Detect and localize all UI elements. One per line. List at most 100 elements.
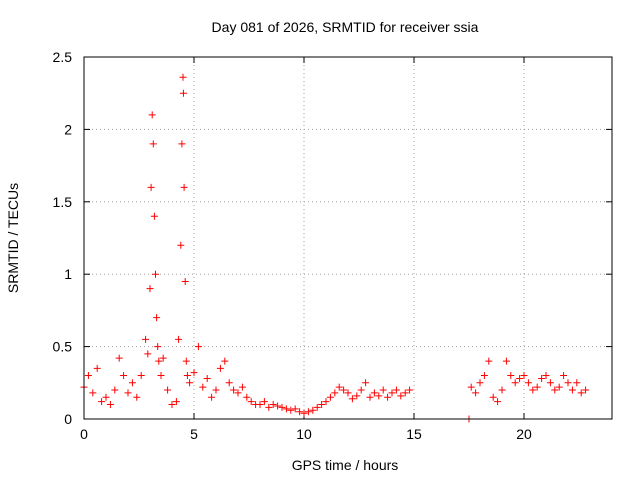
x-tick-label: 20 [516,426,532,442]
data-points [80,73,590,423]
data-point [128,379,136,387]
data-point [111,386,119,394]
data-point [568,386,576,394]
data-point [546,379,554,387]
data-point [102,393,110,401]
data-point [144,350,152,358]
data-point [84,372,92,380]
data-point [175,335,183,343]
data-point [186,379,194,387]
data-point [296,408,304,416]
data-point [375,392,383,400]
y-tick-label: 0 [64,411,72,427]
data-point [564,379,572,387]
data-point [366,393,374,401]
data-point [260,398,268,406]
data-point [313,403,321,411]
data-point [392,386,400,394]
data-point [168,401,176,409]
data-point [353,392,361,400]
data-point [159,354,167,362]
data-point [180,183,188,191]
data-point [538,374,546,382]
x-axis-label: GPS time / hours [292,457,399,473]
data-point [370,389,378,397]
data-point [153,314,161,322]
data-point [516,374,524,382]
data-point [494,398,502,406]
data-point [529,386,537,394]
data-point [401,389,409,397]
data-point [154,343,162,351]
data-point [291,405,299,413]
data-point [216,364,224,372]
y-tick-label: 1.5 [53,194,73,210]
y-tick-labels: 0 0.5 1 1.5 2 2.5 [53,49,73,427]
grid-lines [84,57,612,419]
data-point [498,386,506,394]
data-point [318,401,326,409]
data-point [269,401,277,409]
data-point [256,401,264,409]
data-point [309,406,317,414]
data-point [157,372,165,380]
data-point [243,393,251,401]
data-point [150,212,158,220]
data-point [152,270,159,278]
data-point [476,379,484,387]
y-tick-label: 2 [64,121,72,137]
data-point [357,386,365,394]
x-tick-label: 15 [406,426,422,442]
data-point [120,372,128,380]
data-point [542,372,550,380]
data-point [247,398,255,406]
data-point [238,383,246,391]
data-point [362,379,370,387]
data-point [98,398,106,406]
data-point [331,389,339,397]
data-point [93,364,101,372]
data-point [115,354,123,362]
data-point [183,372,191,380]
data-point [300,409,308,417]
data-point [265,403,273,411]
data-point [137,372,145,380]
data-point [155,357,163,365]
x-tick-label: 5 [190,426,198,442]
data-point [326,393,334,401]
data-point [164,386,172,394]
data-point [577,389,585,397]
data-point [533,383,541,391]
data-point [274,402,282,410]
data-point [467,383,475,391]
data-point [379,386,387,394]
data-point [182,357,190,365]
data-point [344,389,352,397]
data-point [212,386,220,394]
series-srmtid [80,73,590,423]
data-point [287,406,295,414]
data-point [147,183,155,191]
data-point [406,386,414,394]
data-point [322,398,330,406]
data-point [148,111,156,119]
y-tick-label: 0.5 [53,339,73,355]
y-tick-label: 2.5 [53,49,73,65]
data-point [507,372,515,380]
data-point [388,389,396,397]
data-point [234,389,242,397]
data-point [520,372,528,380]
data-point [524,379,532,387]
data-point [304,408,312,416]
data-point [133,393,141,401]
data-point [230,386,238,394]
data-point [179,89,187,97]
x-tick-label: 10 [296,426,312,442]
data-point [179,73,187,81]
data-point [340,386,348,394]
data-point [551,386,559,394]
data-point [502,357,510,365]
data-point [225,379,233,387]
data-point [472,389,480,397]
data-point [181,277,189,285]
